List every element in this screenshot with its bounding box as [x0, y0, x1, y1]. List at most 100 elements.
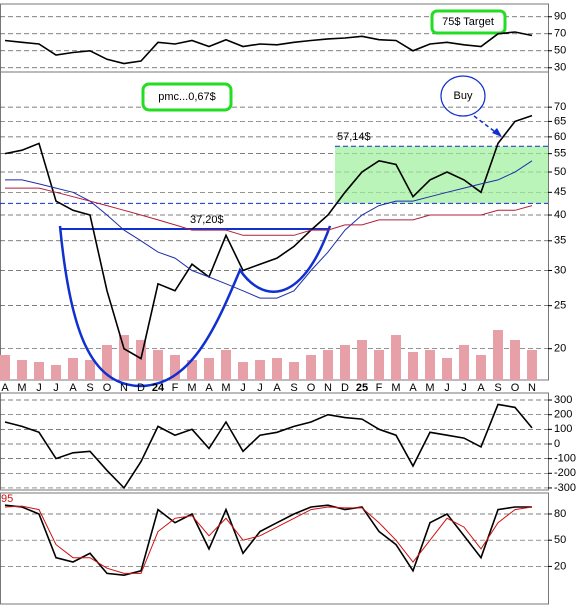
buy-arrowhead [492, 128, 502, 137]
volume-bar [459, 345, 469, 380]
level-label: 37,20$ [190, 214, 224, 226]
annotation-box [430, 9, 507, 35]
panel-frame [0, 71, 549, 381]
y-tick-label: 30 [554, 62, 566, 74]
volume-bar [51, 365, 61, 380]
x-tick-label: S [86, 382, 93, 394]
volume-bar [510, 340, 520, 380]
series-line [5, 187, 533, 236]
volume-bar [85, 360, 95, 380]
volume-bar [374, 350, 384, 380]
x-tick-label: A [477, 382, 485, 394]
volume-bar [391, 335, 401, 380]
x-tick-label: O [103, 382, 112, 394]
volume-bar [221, 350, 231, 380]
x-tick-label: A [273, 382, 281, 394]
x-tick-label: J [257, 382, 263, 394]
volume-bar [68, 358, 78, 380]
y-tick-label: -300 [554, 482, 576, 494]
y-tick-label: 35 [554, 235, 566, 247]
y-tick-label: 60 [554, 131, 566, 143]
volume-bar [153, 350, 163, 380]
y-tick-label: 80 [554, 508, 566, 520]
x-tick-label: J [36, 382, 42, 394]
y-tick-label: 100 [554, 423, 572, 435]
annotation-box [141, 82, 233, 112]
volume-bar [357, 340, 367, 380]
current-value: 95 [1, 493, 13, 505]
x-tick-label: N [528, 382, 536, 394]
buy-circle [440, 75, 486, 117]
series-line [4, 31, 533, 65]
x-tick-label: A [409, 382, 417, 394]
y-tick-label: 55 [554, 148, 566, 160]
x-tick-label: D [341, 382, 349, 394]
volume-bar [34, 362, 44, 380]
x-tick-label: N [120, 382, 128, 394]
x-tick-label: 24 [152, 382, 165, 394]
x-tick-label: O [307, 382, 316, 394]
x-tick-label: D [137, 382, 145, 394]
volume-bar [255, 360, 265, 380]
x-tick-label: N [324, 382, 332, 394]
x-tick-label: M [187, 382, 196, 394]
y-tick-label: 20 [554, 560, 566, 572]
volume-bar [408, 352, 418, 380]
x-tick-label: F [376, 382, 383, 394]
y-tick-label: 300 [554, 394, 572, 406]
volume-bar [102, 345, 112, 380]
annotation: pmc...0,67$ [158, 91, 215, 103]
series-line [4, 114, 533, 360]
series-line [4, 403, 533, 490]
level-label: 57,14$ [337, 131, 371, 143]
y-tick-label: 65 [554, 115, 566, 127]
x-tick-label: F [172, 382, 179, 394]
series-line [5, 160, 533, 299]
volume-bar [17, 360, 27, 380]
y-tick-label: 0 [554, 438, 560, 450]
x-tick-label: A [205, 382, 213, 394]
volume-bar [170, 355, 180, 380]
series-line [4, 505, 533, 574]
volume-bar [272, 358, 282, 380]
x-tick-label: A [1, 382, 9, 394]
volume-bar [289, 362, 299, 380]
volume-bar [238, 362, 248, 380]
x-tick-label: M [425, 382, 434, 394]
y-tick-label: 70 [554, 101, 566, 113]
volume-bar [119, 335, 129, 380]
y-tick-label: 200 [554, 409, 572, 421]
y-tick-label: 30 [554, 264, 566, 276]
volume-bar [442, 358, 452, 380]
volume-bar [204, 358, 214, 380]
cup-pattern [58, 225, 332, 388]
x-tick-label: M [17, 382, 26, 394]
x-tick-label: A [69, 382, 77, 394]
y-tick-label: 45 [554, 186, 566, 198]
y-tick-label: 25 [554, 300, 566, 312]
y-tick-label: 90 [554, 11, 566, 23]
volume-bar [306, 355, 316, 380]
y-tick-label: 50 [554, 534, 566, 546]
x-tick-label: S [290, 382, 297, 394]
annotation: 75$ Target [442, 16, 494, 28]
y-tick-label: 70 [554, 28, 566, 40]
x-tick-label: O [511, 382, 520, 394]
x-tick-label: M [391, 382, 400, 394]
volume-bar [340, 345, 350, 380]
y-tick-label: 50 [554, 166, 566, 178]
volume-bar [493, 330, 503, 380]
x-tick-label: J [240, 382, 246, 394]
y-tick-label: -100 [554, 453, 576, 465]
x-tick-label: J [444, 382, 450, 394]
panel-frame [0, 3, 549, 73]
x-tick-label: J [53, 382, 59, 394]
y-tick-label: 20 [554, 343, 566, 355]
annotation: Buy [454, 90, 473, 102]
x-tick-label: S [494, 382, 501, 394]
y-tick-label: 50 [554, 45, 566, 57]
volume-bar [527, 350, 537, 380]
y-tick-label: 40 [554, 209, 566, 221]
volume-bar [0, 355, 10, 380]
